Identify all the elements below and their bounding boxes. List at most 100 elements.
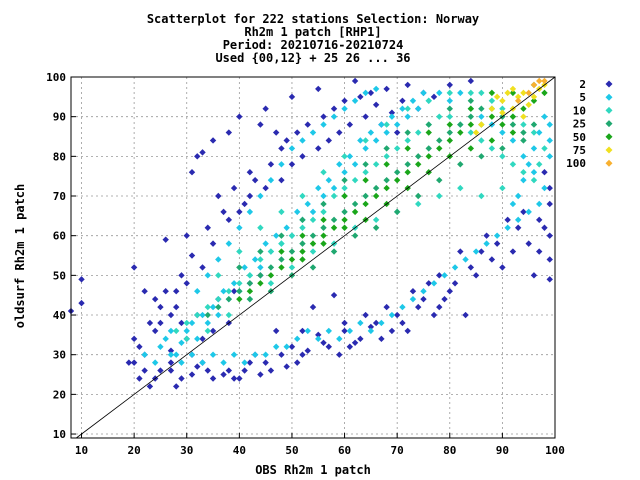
- data-point: [278, 208, 285, 216]
- data-point: [530, 272, 538, 279]
- data-point: [520, 208, 527, 216]
- y-tick-label: 80: [53, 150, 66, 163]
- data-point: [488, 145, 496, 152]
- data-point: [299, 327, 306, 335]
- data-point: [215, 192, 222, 200]
- data-point: [546, 200, 553, 208]
- data-point: [436, 192, 443, 200]
- data-point: [267, 248, 275, 255]
- data-point: [383, 145, 390, 152]
- data-point: [509, 89, 517, 97]
- y-tick-label: 20: [53, 388, 66, 401]
- data-point: [383, 303, 390, 311]
- data-point: [520, 105, 527, 112]
- data-point: [341, 97, 348, 105]
- data-point: [320, 232, 327, 239]
- data-point: [478, 105, 485, 112]
- data-point: [530, 121, 538, 128]
- data-point: [199, 264, 206, 271]
- data-point: [393, 176, 401, 184]
- data-point: [267, 176, 275, 184]
- data-point: [325, 137, 332, 144]
- x-axis-ticks: 10 20 30 40 50 60 70 80 90 100: [75, 433, 565, 457]
- data-point: [278, 145, 285, 152]
- data-point: [362, 161, 369, 168]
- data-point: [436, 176, 443, 184]
- data-point: [288, 256, 296, 263]
- data-point: [404, 169, 411, 176]
- data-point: [136, 343, 143, 350]
- data-point: [367, 129, 375, 136]
- data-point: [351, 77, 359, 85]
- data-point: [478, 113, 485, 120]
- data-point: [499, 129, 506, 136]
- data-point: [209, 375, 217, 382]
- data-point: [446, 113, 453, 120]
- data-point: [146, 319, 154, 327]
- data-point: [399, 105, 406, 112]
- data-point: [514, 216, 522, 224]
- data-point: [241, 200, 248, 208]
- data-point: [173, 383, 180, 390]
- data-point: [204, 319, 211, 327]
- data-point: [372, 319, 380, 327]
- data-point: [320, 208, 327, 216]
- data-point: [209, 240, 217, 247]
- data-point: [457, 129, 464, 136]
- data-point: [320, 224, 327, 231]
- data-point: [330, 224, 338, 231]
- data-point: [441, 272, 448, 279]
- data-point: [383, 161, 390, 168]
- data-point: [520, 137, 527, 144]
- data-point: [330, 184, 338, 192]
- data-point: [383, 129, 390, 136]
- data-point: [330, 216, 338, 224]
- data-point: [299, 137, 306, 144]
- data-point: [483, 232, 490, 239]
- data-point: [499, 145, 506, 152]
- data-point: [236, 295, 243, 303]
- data-point: [525, 89, 532, 97]
- data-point: [478, 137, 485, 144]
- data-point: [478, 192, 485, 200]
- data-point: [267, 272, 275, 279]
- data-point: [436, 113, 443, 120]
- data-point: [436, 89, 443, 97]
- y-tick-label: 100: [46, 71, 66, 84]
- data-point: [194, 335, 201, 343]
- data-point: [257, 264, 264, 271]
- data-point: [167, 311, 175, 319]
- data-point: [525, 208, 532, 216]
- data-point: [199, 335, 206, 343]
- data-point: [225, 216, 233, 224]
- data-point: [299, 351, 306, 358]
- data-point: [309, 232, 317, 239]
- data-point: [236, 280, 243, 287]
- data-point: [162, 236, 169, 243]
- data-point: [251, 176, 259, 184]
- data-point: [173, 303, 180, 311]
- data-point: [488, 256, 496, 263]
- data-point: [204, 311, 211, 319]
- data-point: [173, 288, 180, 295]
- data-point: [378, 335, 385, 343]
- data-point: [130, 335, 138, 343]
- chart-title: Scatterplot for 222 stations Selection: …: [147, 12, 479, 65]
- data-point: [257, 248, 264, 255]
- data-point: [320, 216, 327, 224]
- data-point: [504, 216, 511, 224]
- data-point: [436, 137, 443, 144]
- data-point: [215, 295, 222, 303]
- data-point: [167, 327, 175, 335]
- legend-label: 25: [573, 118, 586, 131]
- data-point: [272, 327, 280, 335]
- data-point: [199, 311, 206, 319]
- data-point: [530, 145, 538, 152]
- data-point: [251, 256, 259, 263]
- data-point: [467, 89, 475, 97]
- data-point: [415, 153, 422, 160]
- data-point: [425, 153, 432, 160]
- data-point: [393, 145, 401, 152]
- x-tick-label: 50: [285, 444, 298, 457]
